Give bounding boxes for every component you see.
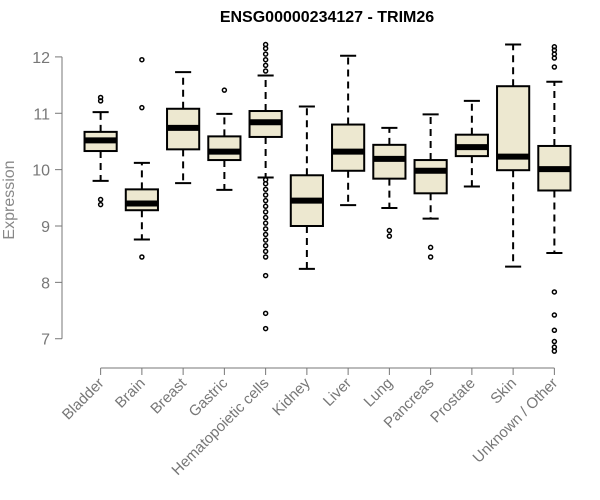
y-axis-label: Expression xyxy=(1,160,18,239)
outlier-point xyxy=(551,327,558,334)
outlier-point xyxy=(262,242,269,249)
box-bladder xyxy=(83,94,118,208)
outlier-point xyxy=(262,62,269,69)
x-tick-label: Brain xyxy=(112,375,149,412)
box-brain xyxy=(124,56,159,260)
outlier-point xyxy=(551,312,558,318)
box-unknown-other xyxy=(537,44,572,354)
x-tick-label: Skin xyxy=(487,375,520,408)
outlier-point xyxy=(262,41,269,48)
outlier-point xyxy=(262,272,269,279)
box-liver xyxy=(331,54,366,207)
box-gastric xyxy=(207,87,242,191)
y-tick-label: 8 xyxy=(41,275,50,292)
outlier-point xyxy=(262,310,269,317)
outlier-point xyxy=(97,196,104,203)
box-breast xyxy=(166,71,201,185)
box-lung xyxy=(372,126,407,239)
y-tick-label: 9 xyxy=(41,219,50,236)
outlier-point xyxy=(262,56,269,63)
outlier-point xyxy=(262,214,269,221)
y-tick-label: 11 xyxy=(33,106,50,123)
outlier-point xyxy=(262,248,269,255)
outlier-point xyxy=(139,254,145,260)
chart-title: ENSG00000234127 - TRIM26 xyxy=(220,9,434,26)
outlier-point xyxy=(551,344,558,350)
x-tick-label: Bladder xyxy=(59,375,108,424)
box-hematopoietic-cells xyxy=(248,41,283,332)
box-skin xyxy=(496,43,531,268)
box-body xyxy=(207,135,242,162)
outlier-point xyxy=(139,56,145,63)
y-tick-label: 7 xyxy=(41,332,50,349)
outlier-point xyxy=(262,192,269,198)
outlier-point xyxy=(551,289,558,295)
outlier-point xyxy=(262,197,269,204)
x-tick-label: Breast xyxy=(147,374,190,417)
box-body xyxy=(331,123,366,172)
outlier-point xyxy=(262,231,269,238)
box-pancreas xyxy=(413,113,448,260)
y-tick-label: 12 xyxy=(32,50,50,67)
outlier-point xyxy=(262,220,269,226)
outlier-point xyxy=(262,68,269,74)
outlier-point xyxy=(262,203,269,210)
outlier-point xyxy=(551,64,558,70)
y-tick-label: 10 xyxy=(32,163,50,180)
outlier-point xyxy=(262,186,269,193)
box-body xyxy=(413,159,448,195)
x-tick-label: Kidney xyxy=(269,374,314,419)
outlier-point xyxy=(386,227,393,234)
outlier-point xyxy=(139,104,145,111)
box-prostate xyxy=(454,99,489,188)
box-kidney xyxy=(289,105,324,270)
outlier-point xyxy=(262,237,269,243)
box-series xyxy=(83,41,572,354)
outlier-point xyxy=(262,177,269,183)
outlier-point xyxy=(551,338,558,345)
outlier-point xyxy=(262,209,269,215)
outlier-point xyxy=(262,254,269,260)
outlier-point xyxy=(262,325,269,332)
x-tick-label: Liver xyxy=(320,375,355,410)
outlier-point xyxy=(97,201,104,208)
outlier-point xyxy=(262,226,269,232)
box-body xyxy=(124,188,159,212)
outlier-point xyxy=(97,94,104,101)
outlier-point xyxy=(221,87,228,93)
outlier-point xyxy=(427,254,434,260)
x-tick-label: Lung xyxy=(361,375,397,411)
y-axis: 7 8 9 10 11 12 xyxy=(32,50,63,349)
outlier-point xyxy=(551,44,558,50)
outlier-point xyxy=(386,233,393,239)
outlier-point xyxy=(427,244,434,251)
x-tick-label: Prostate xyxy=(427,375,479,427)
outlier-point xyxy=(262,51,269,57)
